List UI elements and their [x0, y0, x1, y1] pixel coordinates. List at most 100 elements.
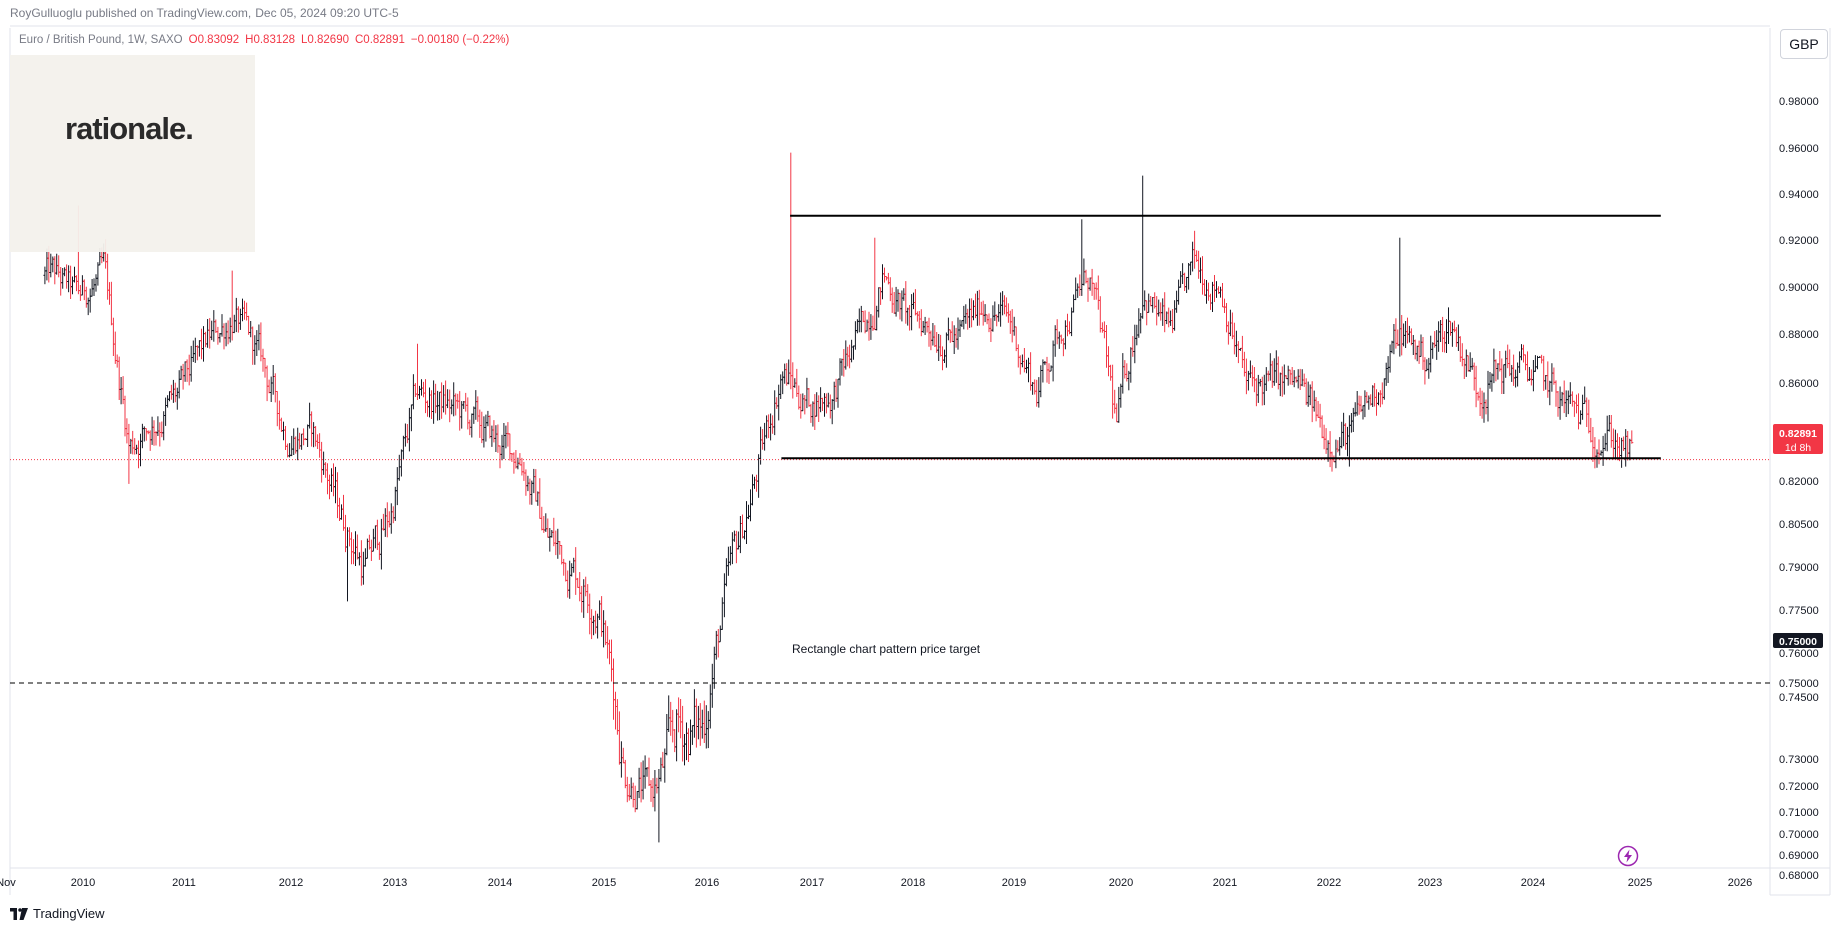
ohlc-bar — [1458, 336, 1462, 362]
ohlc-bar — [123, 395, 127, 437]
ohlc-bar — [1441, 316, 1445, 353]
ohlc-bar — [206, 319, 210, 348]
ohlc-bar — [741, 514, 744, 539]
ohlc-bar — [265, 365, 269, 402]
ohlc-bar — [592, 615, 596, 636]
ohlc-bar — [694, 698, 698, 748]
ohlc-bar — [1131, 336, 1135, 357]
ohlc-bar — [133, 438, 137, 455]
x-tick-label: 2021 — [1213, 877, 1237, 889]
ohlc-bar — [1318, 403, 1322, 428]
ohlc-bar — [602, 610, 606, 648]
ohlc-bar — [720, 597, 724, 630]
ohlc-bar — [1049, 365, 1053, 372]
ohlc-bar — [1462, 358, 1466, 379]
ohlc-bar — [763, 422, 767, 451]
ohlc-bar — [631, 782, 635, 808]
current-price-label: 0.82891 — [1779, 428, 1817, 440]
ohlc-bar — [970, 298, 974, 328]
ohlc-bar — [1033, 379, 1037, 395]
ohlc-bar — [330, 468, 333, 492]
ohlc-bar — [734, 530, 738, 564]
ohlc-bar — [730, 532, 734, 565]
ohlc-bar — [1502, 364, 1506, 394]
ohlc-bar — [1256, 374, 1260, 403]
y-tick-label: 0.68000 — [1779, 870, 1819, 882]
ohlc-bar — [702, 700, 706, 743]
ohlc-bar — [552, 517, 556, 547]
currency-button[interactable]: GBP — [1780, 29, 1828, 59]
y-tick-label: 0.74500 — [1779, 692, 1819, 704]
ohlc-bar — [1554, 380, 1558, 407]
ohlc-bar — [53, 256, 57, 285]
x-tick-label: 2011 — [172, 877, 196, 889]
ohlc-bar — [892, 292, 896, 314]
ohlc-bar — [1225, 303, 1228, 333]
ohlc-bar — [1603, 433, 1607, 451]
ohlc-bar — [65, 264, 69, 289]
x-tick-label: Nov — [0, 877, 16, 889]
price-axis[interactable]: 0.68000 0.69000 0.70000 0.71000 0.72000 0.730… — [1779, 96, 1819, 882]
ohlc-bar — [865, 319, 869, 332]
ohlc-bar — [494, 425, 498, 452]
tradingview-footer[interactable]: TradingView — [10, 906, 105, 921]
ohlc-bar — [979, 301, 983, 315]
ohlc-bar — [127, 423, 131, 484]
ohlc-bar — [614, 691, 617, 730]
ohlc-bar — [1542, 355, 1546, 391]
ohlc-bar — [799, 393, 803, 419]
ohlc-bar — [1179, 271, 1183, 288]
ohlc-bar — [1324, 428, 1328, 454]
ohlc-bar — [247, 315, 251, 335]
ohlc-bar — [286, 443, 290, 458]
ohlc-bar — [1533, 355, 1537, 372]
ohlc-bar — [1151, 297, 1155, 313]
ohlc-bar — [1163, 292, 1167, 333]
low-value: L0.82690 — [301, 34, 349, 46]
ohlc-bar — [1096, 275, 1100, 310]
ohlc-bar — [706, 711, 710, 749]
watermark-box: rationale. — [10, 55, 255, 252]
ohlc-bar — [900, 290, 904, 322]
ohlc-bar — [226, 320, 230, 345]
ohlc-bar — [434, 383, 438, 414]
ohlc-bar — [584, 576, 588, 597]
ohlc-bar — [550, 530, 554, 538]
symbol-legend[interactable]: Euro / British Pound, 1W, SAXO O0.83092 H0… — [19, 34, 515, 46]
ohlc-bar — [496, 424, 500, 453]
lightning-icon[interactable] — [1617, 845, 1639, 867]
ohlc-bar — [1577, 393, 1580, 430]
ohlc-bar — [852, 345, 855, 360]
ohlc-bar — [623, 759, 627, 789]
ohlc-bar — [320, 441, 324, 483]
price-target-annotation[interactable]: Rectangle chart pattern price target — [792, 642, 981, 656]
ohlc-bar — [476, 396, 480, 422]
instrument-title: Euro / British Pound, 1W, SAXO — [19, 34, 183, 46]
ohlc-bar — [243, 300, 246, 320]
ohlc-bar — [765, 415, 769, 439]
ohlc-bar — [578, 572, 582, 602]
x-tick-label: 2019 — [1002, 877, 1026, 889]
ohlc-bar — [823, 393, 826, 417]
ohlc-bar — [548, 528, 552, 552]
ohlc-bar — [1294, 376, 1298, 383]
ohlc-bar — [1415, 345, 1419, 362]
ohlc-bar — [767, 414, 771, 439]
ohlc-bar — [863, 310, 867, 334]
ohlc-bar — [61, 268, 65, 289]
ohlc-bar — [791, 362, 795, 399]
ohlc-bar — [484, 414, 488, 442]
ohlc-bar — [817, 395, 821, 422]
x-tick-label: 2026 — [1728, 877, 1752, 889]
ohlc-bar — [1392, 324, 1396, 355]
time-axis[interactable]: Nov 2010 2011 2012 2013 2014 2015 2016 2017 2018 2… — [0, 877, 1752, 889]
ohlc-bar — [399, 449, 403, 477]
ohlc-bar — [508, 433, 512, 461]
ohlc-bar — [1504, 350, 1508, 378]
ohlc-bar — [363, 548, 367, 567]
ohlc-bar — [1568, 382, 1572, 404]
ohlc-bar — [588, 593, 592, 635]
ohlc-bar — [249, 321, 253, 338]
ohlc-bar — [639, 762, 643, 803]
